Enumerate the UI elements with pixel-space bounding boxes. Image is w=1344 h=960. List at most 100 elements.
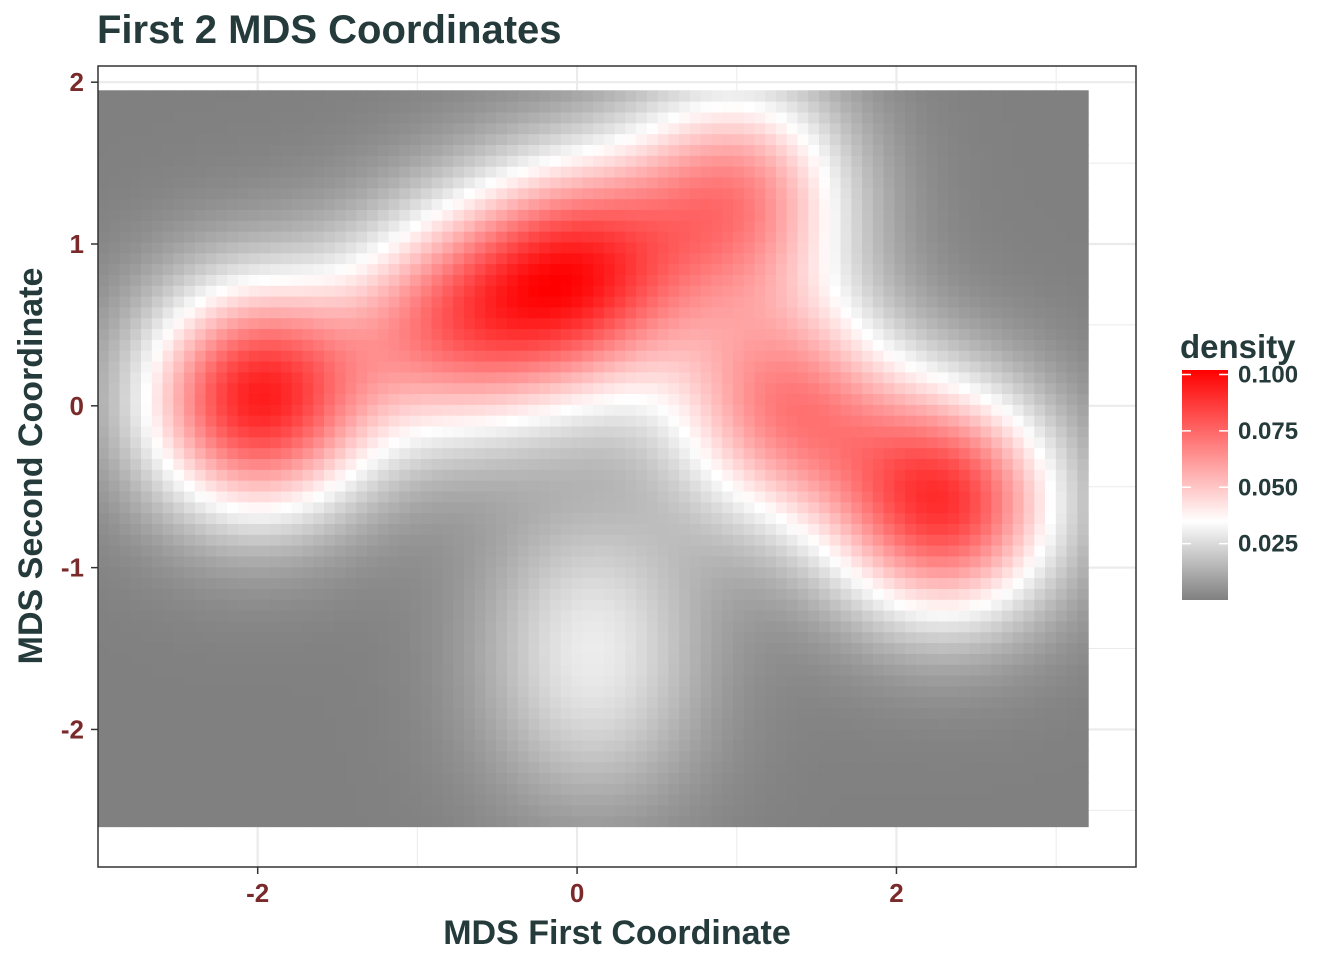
heatmap-tile	[485, 761, 497, 774]
heatmap-tile	[1066, 696, 1078, 709]
heatmap-tile	[722, 382, 734, 395]
heatmap-tile	[560, 436, 573, 449]
heatmap-tile	[151, 588, 164, 600]
heatmap-tile	[410, 317, 422, 330]
heatmap-tile	[539, 642, 551, 654]
heatmap-tile	[248, 783, 261, 795]
heatmap-tile	[840, 252, 852, 265]
heatmap-tile	[679, 501, 691, 514]
heatmap-tile	[905, 285, 917, 297]
heatmap-tile	[302, 739, 314, 752]
heatmap-tile	[883, 252, 895, 265]
heatmap-tile	[173, 631, 185, 644]
heatmap-tile	[743, 642, 756, 654]
heatmap-tile	[765, 415, 777, 427]
heatmap-tile	[184, 285, 196, 297]
heatmap-tile	[141, 285, 153, 297]
heatmap-tile	[732, 566, 745, 579]
heatmap-tile	[991, 274, 1003, 286]
heatmap-tile	[872, 360, 885, 373]
heatmap-tile	[453, 425, 465, 438]
heatmap-tile	[636, 729, 648, 741]
heatmap-tile	[506, 718, 519, 730]
heatmap-tile	[496, 674, 508, 687]
heatmap-tiles	[98, 90, 1089, 828]
heatmap-tile	[205, 739, 217, 752]
heatmap-tile	[539, 696, 551, 709]
heatmap-tile	[237, 425, 250, 438]
heatmap-tile	[614, 783, 626, 795]
heatmap-tile	[496, 761, 508, 774]
heatmap-tile	[549, 750, 562, 763]
heatmap-tile	[754, 696, 766, 709]
heatmap-tile	[937, 804, 949, 817]
heatmap-tile	[517, 328, 530, 340]
heatmap-tile	[1034, 631, 1046, 644]
heatmap-tile	[302, 696, 314, 709]
heatmap-tile	[808, 501, 820, 514]
heatmap-tile	[237, 523, 250, 535]
heatmap-tile	[958, 490, 971, 503]
heatmap-tile	[905, 815, 917, 828]
heatmap-tile	[732, 685, 745, 698]
heatmap-tile	[1012, 718, 1025, 730]
heatmap-tile	[162, 664, 174, 676]
heatmap-tile	[905, 480, 917, 492]
heatmap-tile	[603, 404, 616, 416]
heatmap-tile	[399, 263, 411, 275]
heatmap-tile	[743, 631, 756, 644]
heatmap-tile	[463, 772, 476, 784]
heatmap-tile	[162, 534, 174, 546]
heatmap-tile	[872, 447, 885, 460]
heatmap-tile	[636, 371, 648, 384]
heatmap-tile	[356, 415, 368, 427]
heatmap-tile	[463, 566, 476, 579]
heatmap-tile	[485, 274, 497, 286]
heatmap-tile	[786, 599, 799, 611]
heatmap-tile	[657, 545, 669, 557]
heatmap-tile	[528, 750, 540, 763]
heatmap-tile	[151, 436, 164, 449]
heatmap-tile	[1012, 415, 1025, 427]
heatmap-tile	[797, 555, 809, 568]
heatmap-tile	[270, 631, 282, 644]
heatmap-tile	[442, 718, 454, 730]
heatmap-tile	[485, 241, 497, 254]
heatmap-tile	[851, 285, 863, 297]
heatmap-tile	[291, 674, 304, 687]
heatmap-tile	[388, 631, 400, 644]
heatmap-tile	[270, 350, 282, 362]
heatmap-tile	[1001, 360, 1014, 373]
heatmap-tile	[797, 501, 809, 514]
heatmap-tile	[474, 458, 487, 470]
heatmap-tile	[722, 523, 734, 535]
heatmap-tile	[958, 274, 971, 286]
heatmap-tile	[98, 674, 110, 687]
heatmap-tile	[646, 328, 659, 340]
heatmap-tile	[453, 653, 465, 665]
heatmap-tile	[270, 761, 282, 774]
heatmap-tile	[722, 425, 734, 438]
heatmap-tile	[227, 653, 239, 665]
heatmap-tile	[657, 393, 669, 405]
heatmap-tile	[625, 447, 637, 460]
heatmap-tile	[410, 674, 422, 687]
heatmap-tile	[819, 729, 831, 741]
heatmap-tile	[474, 480, 487, 492]
heatmap-tile	[108, 718, 121, 730]
heatmap-tile	[808, 620, 820, 633]
heatmap-tile	[851, 306, 863, 319]
heatmap-tile	[141, 815, 153, 828]
heatmap-tile	[614, 415, 626, 427]
heatmap-tile	[280, 480, 293, 492]
heatmap-tile	[614, 404, 626, 416]
heatmap-tile	[668, 588, 680, 600]
heatmap-tile	[840, 425, 852, 438]
heatmap-tile	[915, 490, 928, 503]
heatmap-tile	[883, 274, 895, 286]
heatmap-tile	[173, 350, 185, 362]
heatmap-tile	[388, 480, 400, 492]
heatmap-tile	[808, 609, 820, 622]
heatmap-tile	[883, 371, 895, 384]
heatmap-tile	[517, 339, 530, 351]
